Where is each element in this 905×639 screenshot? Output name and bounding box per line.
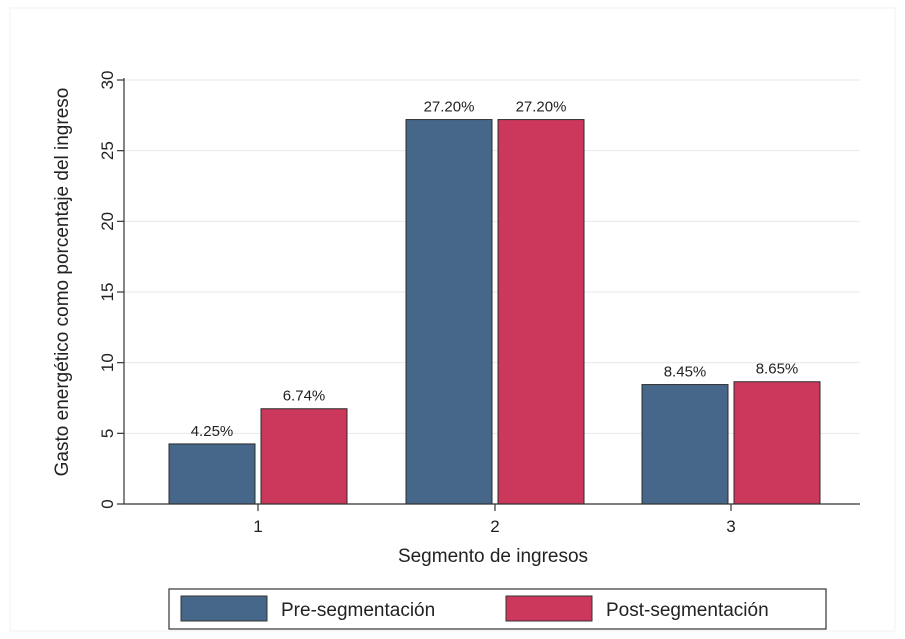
y-tick-label: 10	[98, 353, 117, 372]
x-axis-title: Segmento de ingresos	[398, 546, 588, 567]
x-tick-label: 1	[253, 517, 262, 536]
y-tick-label: 25	[98, 141, 117, 160]
axes: 0 5 10 15 20 25 30 1 2 3	[98, 71, 860, 536]
bar-post-2	[497, 119, 585, 505]
legend-label-pre: Pre-segmentación	[281, 600, 435, 621]
bar-pre-3	[641, 384, 729, 505]
legend-label-post: Post-segmentación	[606, 600, 769, 621]
bar-post-1	[260, 408, 348, 505]
bar-pre-1	[168, 443, 256, 505]
y-tick-label: 5	[98, 429, 117, 438]
y-tick-label: 0	[98, 499, 117, 508]
data-label: 6.74%	[283, 388, 326, 405]
legend-box	[168, 588, 827, 630]
data-label: 8.65%	[756, 361, 799, 378]
data-label: 8.45%	[664, 364, 707, 381]
data-label: 4.25%	[191, 423, 234, 440]
y-tick-label: 20	[98, 212, 117, 231]
legend: Pre-segmentación Post-segmentación	[168, 588, 827, 630]
legend-swatch-post	[505, 595, 593, 622]
legend-swatch-pre	[180, 595, 268, 622]
x-tick-label: 3	[726, 517, 735, 536]
y-axis-title: Gasto energético como porcentaje del ing…	[52, 88, 73, 477]
y-tick-label: 30	[98, 71, 117, 90]
x-tick-label: 2	[490, 517, 499, 536]
y-tick-label: 15	[98, 283, 117, 302]
bar-post-3	[733, 381, 821, 505]
data-label: 27.20%	[424, 99, 475, 116]
data-label: 27.20%	[516, 99, 567, 116]
data-labels: 4.25% 27.20% 8.45% 6.74% 27.20% 8.65%	[191, 99, 799, 440]
bar-pre-2	[405, 119, 493, 505]
bars	[168, 119, 821, 505]
